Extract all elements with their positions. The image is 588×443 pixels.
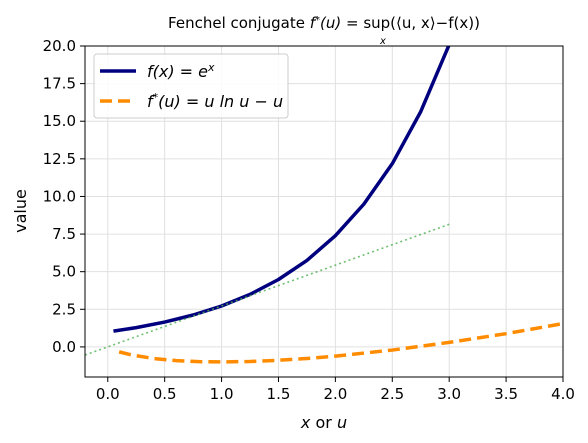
x-tick-label: 2.5 [380,385,404,403]
y-tick-label: 17.5 [43,75,76,93]
x-tick-label: 3.0 [437,385,461,403]
series-layer [85,46,563,364]
x-tick-label: 0.5 [153,385,177,403]
legend-box [93,53,289,119]
y-tick-label: 10.0 [43,187,76,205]
y-tick-label: 0.0 [52,338,76,356]
x-tick-label: 0.0 [96,385,120,403]
series-line-exp [113,46,451,333]
legend-label-conjugate: f*(u) = u ln u − u [147,91,283,112]
y-tick-label: 15.0 [43,112,76,130]
y-axis: 0.0 2.5 5.0 7.5 10.0 12.5 15.0 17.5 20.0 [43,37,85,356]
x-tick-label: 1.5 [267,385,291,403]
x-axis: 0.0 0.5 1.0 1.5 2.0 2.5 3.0 3.5 4.0 [96,377,575,403]
plot-frame [84,45,564,378]
x-tick-label: 2.0 [323,385,347,403]
y-tick-label: 12.5 [43,150,76,168]
x-axis-label: x or u [300,413,347,432]
y-tick-label: 20.0 [43,37,76,55]
x-tick-label: 3.5 [494,385,518,403]
y-tick-label: 7.5 [52,225,76,243]
y-tick-label: 2.5 [52,300,76,318]
series-line-tangent [85,223,450,356]
legend-label-exp: f(x) = ex [147,61,215,82]
chart-title-subscript: x [379,36,386,47]
legend: f(x) = ex f*(u) = u ln u − u [93,53,289,119]
y-tick-label: 5.0 [52,263,76,281]
series-line-conjugate [118,321,563,364]
x-tick-label: 4.0 [551,385,575,403]
chart-title: Fenchel conjugate f*(u) = sup(⟨u, x⟩−f(x… [168,14,480,32]
x-tick-label: 1.0 [210,385,234,403]
y-axis-label: value [11,189,30,233]
